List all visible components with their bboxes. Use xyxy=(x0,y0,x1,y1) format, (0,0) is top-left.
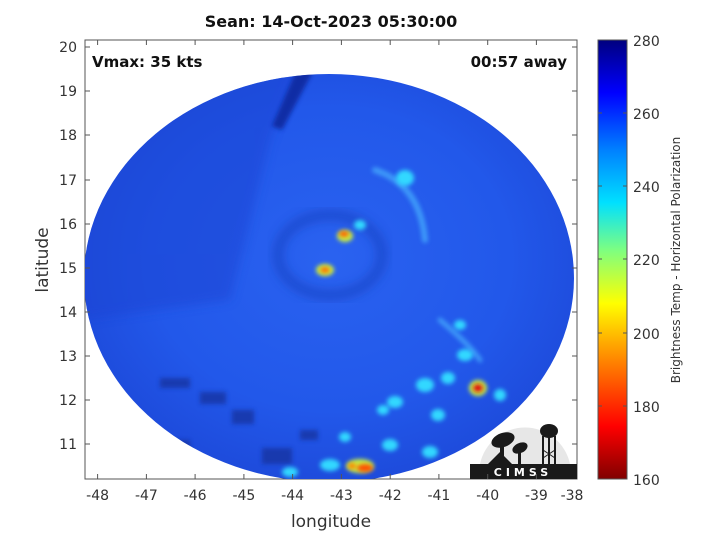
x-tick-label: -40 xyxy=(476,488,499,504)
colorbar: 280 260 240 220 200 180 160 Brightness T… xyxy=(597,34,683,489)
cimss-logo: CIMSS xyxy=(470,424,577,479)
y-tick-label: 20 xyxy=(59,40,77,56)
x-axis-label: longitude xyxy=(291,512,371,532)
x-tick-label: -38 xyxy=(561,488,584,504)
x-tick-label: -48 xyxy=(86,488,109,504)
water-tower-icon xyxy=(540,424,558,464)
y-tick-label: 19 xyxy=(59,84,77,100)
x-axis: -48 -47 -46 -45 -44 -43 -42 -41 -40 -39 … xyxy=(86,40,583,532)
x-tick-label: -46 xyxy=(184,488,207,504)
colorbar-tick-label: 220 xyxy=(633,253,660,269)
chart-title: Sean: 14-Oct-2023 05:30:00 xyxy=(204,12,458,31)
logo-text: CIMSS xyxy=(494,466,552,479)
x-tick-label: -41 xyxy=(427,488,450,504)
logo-banner xyxy=(470,464,577,479)
y-tick-label: 13 xyxy=(59,349,77,365)
y-tick-label: 17 xyxy=(59,173,77,189)
x-tick-label: -39 xyxy=(525,488,548,504)
vmax-label: Vmax: 35 kts xyxy=(92,53,202,71)
time-away-label: 00:57 away xyxy=(471,53,568,71)
colorbar-tick-label: 280 xyxy=(633,34,660,50)
x-tick-label: -42 xyxy=(379,488,402,504)
y-axis-label: latitude xyxy=(33,227,53,292)
colorbar-gradient xyxy=(597,39,628,480)
colorbar-tick-label: 260 xyxy=(633,107,660,123)
colorbar-label: Brightness Temp - Horizontal Polarizatio… xyxy=(669,137,683,384)
y-tick-label: 18 xyxy=(59,128,77,144)
x-tick-label: -45 xyxy=(232,488,255,504)
y-tick-label: 14 xyxy=(59,305,77,321)
x-tick-label: -44 xyxy=(281,488,304,504)
colorbar-tick-label: 160 xyxy=(633,473,660,489)
colorbar-tick-label: 240 xyxy=(633,180,660,196)
satellite-dish-icon xyxy=(488,432,528,464)
y-tick-label: 12 xyxy=(59,393,77,409)
satellite-swath xyxy=(85,74,574,479)
y-tick-label: 15 xyxy=(59,261,77,277)
colorbar-tick-label: 200 xyxy=(633,327,660,343)
x-tick-label: -47 xyxy=(135,488,158,504)
y-tick-label: 16 xyxy=(59,217,77,233)
x-tick-label: -43 xyxy=(330,488,353,504)
y-axis: 20 19 18 17 16 15 14 13 12 11 latitude xyxy=(33,40,577,453)
y-tick-label: 11 xyxy=(59,437,77,453)
colorbar-tick-label: 180 xyxy=(633,400,660,416)
